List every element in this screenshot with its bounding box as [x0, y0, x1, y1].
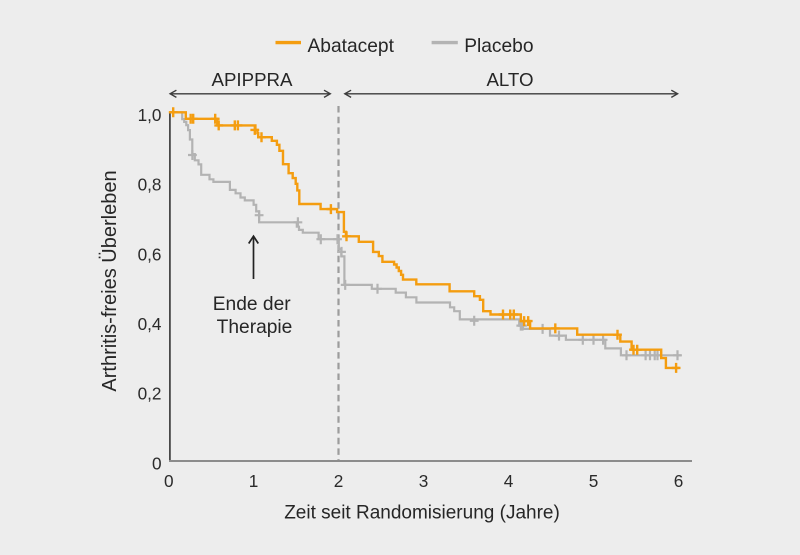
svg-text:0: 0: [164, 471, 174, 491]
svg-text:5: 5: [589, 471, 599, 491]
svg-text:Ende der: Ende der: [213, 294, 291, 315]
svg-text:Abatacept: Abatacept: [308, 36, 395, 57]
svg-text:1,0: 1,0: [138, 105, 162, 125]
svg-text:0,2: 0,2: [138, 384, 162, 404]
svg-text:4: 4: [504, 471, 514, 491]
svg-text:Arthritis-freies Überleben: Arthritis-freies Überleben: [99, 170, 121, 391]
svg-text:APIPPRA: APIPPRA: [211, 69, 293, 90]
svg-text:0: 0: [152, 453, 162, 473]
svg-text:1: 1: [249, 471, 259, 491]
svg-text:3: 3: [419, 471, 429, 491]
svg-text:Placebo: Placebo: [464, 36, 533, 57]
svg-text:2: 2: [334, 471, 344, 491]
svg-text:0,6: 0,6: [138, 245, 162, 265]
svg-text:ALTO: ALTO: [486, 69, 533, 90]
svg-text:6: 6: [674, 471, 684, 491]
svg-text:0,4: 0,4: [138, 314, 162, 334]
svg-text:Therapie: Therapie: [217, 317, 293, 338]
svg-text:0,8: 0,8: [138, 175, 162, 195]
svg-text:Zeit seit Randomisierung (Jahr: Zeit seit Randomisierung (Jahre): [284, 503, 560, 524]
